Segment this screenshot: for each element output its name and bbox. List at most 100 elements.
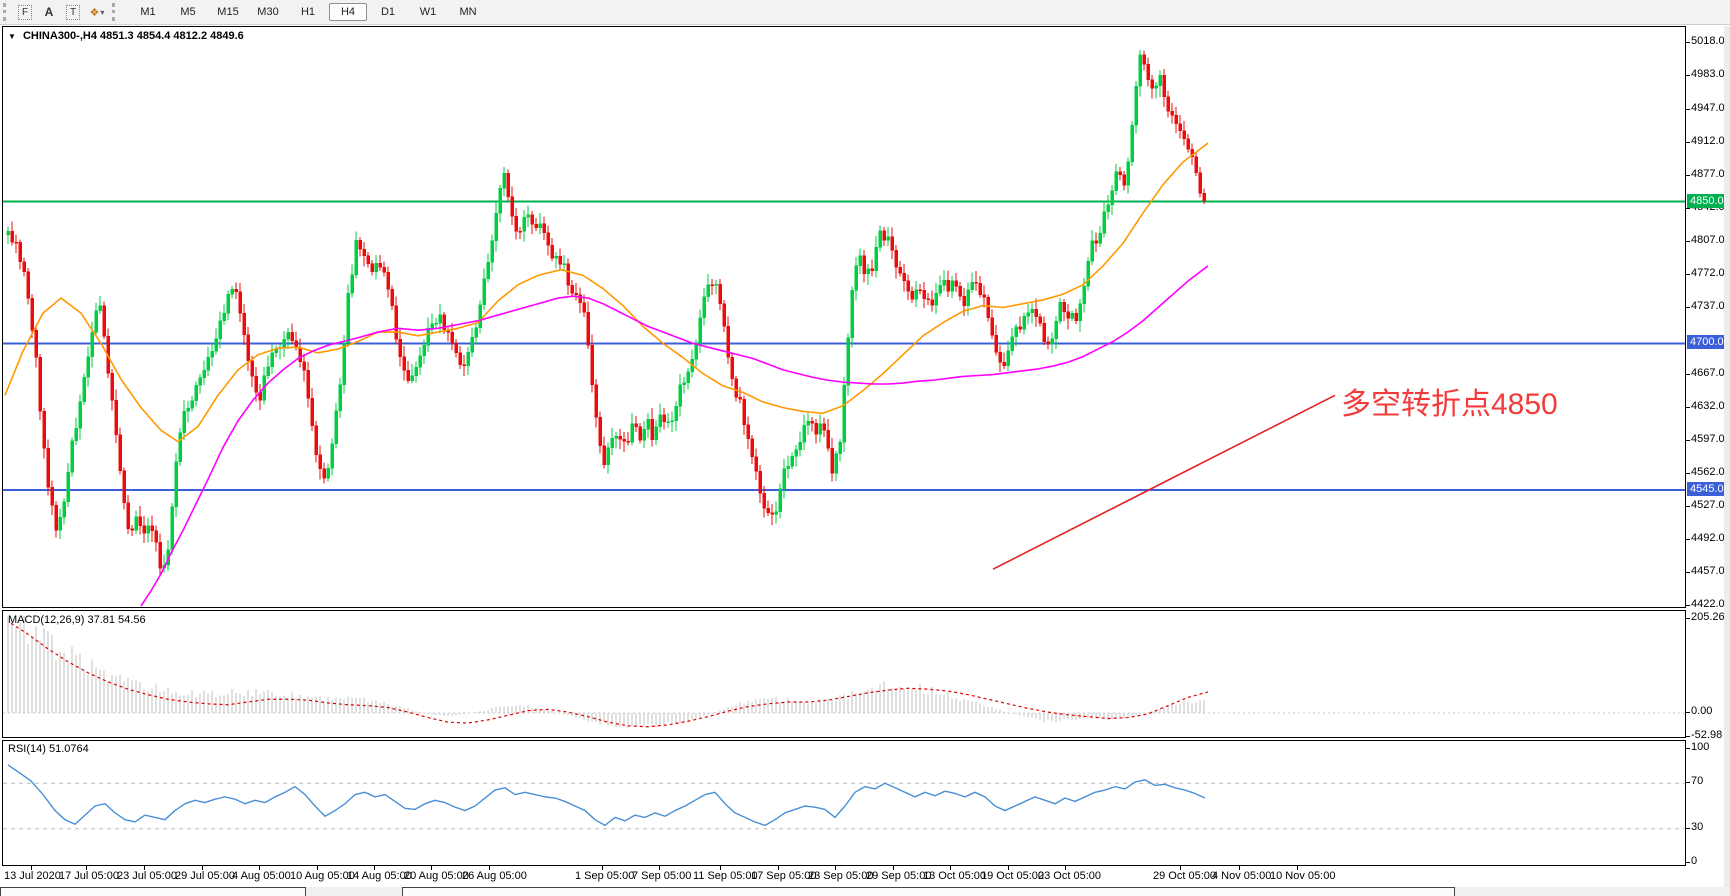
time-label: 23 Jul 05:00 (117, 870, 177, 882)
price-tick (1686, 307, 1690, 309)
timeframe-button-m5[interactable]: M5 (180, 6, 196, 18)
chart-ohlc-values: 4851.3 4854.4 4812.2 4849.6 (100, 30, 244, 42)
time-tick (374, 866, 375, 870)
time-label: 11 Sep 05:00 (693, 870, 758, 882)
timeframe-button-mn[interactable]: MN (459, 6, 477, 18)
rsi-panel[interactable] (2, 740, 1686, 866)
macd-signal-line (10, 622, 1209, 728)
bottom-strip-box (0, 887, 306, 896)
time-tick (317, 866, 318, 870)
trendline (992, 394, 1336, 570)
price-tick (1686, 208, 1690, 210)
price-tick-label: 4807.0 (1691, 234, 1725, 247)
rsi-tick (1686, 748, 1690, 749)
price-tick (1686, 109, 1690, 111)
bottom-strip (0, 887, 1730, 896)
timeframes-grip[interactable] (112, 3, 119, 21)
rsi-label: RSI(14) 51.0764 (8, 743, 89, 755)
price-tick-label: 4947.0 (1691, 102, 1725, 115)
time-tick (31, 866, 32, 870)
shapes-tool-icon[interactable]: ❖ ▾ (89, 6, 105, 19)
price-tick-label: 4632.0 (1691, 399, 1725, 412)
rsi-tick-label: 30 (1691, 820, 1704, 833)
rsi-line (7, 764, 1206, 827)
time-tick (431, 866, 432, 870)
time-tick (489, 866, 490, 870)
price-tick (1686, 42, 1690, 43)
timeframe-button-m15[interactable]: M15 (217, 6, 239, 18)
chart-title-caret-icon[interactable]: ▼ (8, 32, 16, 41)
time-label: 13 Oct 05:00 (923, 870, 986, 882)
main-chart-panel[interactable] (2, 26, 1686, 608)
candles-layer (6, 49, 1206, 575)
price-tick-label: 4912.0 (1691, 135, 1725, 148)
timeframe-button-m30[interactable]: M30 (257, 6, 279, 18)
right-edge-strip (1724, 26, 1730, 887)
rsi-tick (1686, 827, 1690, 829)
chart-symbol-label: CHINA300-,H4 (22, 30, 97, 42)
time-tick (1180, 866, 1181, 870)
toolbar-grip[interactable] (3, 3, 10, 21)
time-label: 7 Sep 05:00 (632, 870, 692, 882)
time-label: 29 Jul 05:00 (175, 870, 235, 882)
timeframe-button-h4[interactable]: H4 (329, 3, 367, 21)
price-tick-label: 4492.0 (1691, 531, 1725, 544)
price-tick (1686, 439, 1690, 441)
macd-histogram (7, 615, 1205, 729)
price-tick-label: 4422.0 (1691, 598, 1725, 610)
price-level-badge: 4545.0 (1687, 481, 1730, 496)
dropdown-caret-icon[interactable]: ▾ (100, 7, 105, 17)
timeframe-button-w1[interactable]: W1 (419, 6, 437, 18)
time-tick (1239, 866, 1240, 870)
price-tick (1686, 406, 1690, 408)
macd-tick (1686, 617, 1690, 619)
drawing-tools-group: F A T ❖ ▾ (13, 2, 109, 22)
text-label-tool-icon[interactable]: A (44, 5, 54, 19)
time-label: 29 Oct 05:00 (1153, 870, 1216, 882)
price-tick-label: 5018.0 (1691, 35, 1725, 47)
time-tick (950, 866, 951, 870)
time-tick (659, 866, 660, 870)
price-tick (1686, 571, 1690, 573)
time-label: 17 Sep 05:00 (751, 870, 817, 882)
time-tick (778, 866, 779, 870)
price-tick-label: 4457.0 (1691, 564, 1725, 577)
price-tick (1686, 75, 1690, 77)
macd-label: MACD(12,26,9) 37.81 54.56 (8, 614, 146, 626)
text-box-tool-icon[interactable]: T (62, 2, 84, 22)
turning-point-annotation[interactable]: 多空转折点4850 (1341, 388, 1558, 421)
timeframe-button-h1[interactable]: H1 (300, 6, 316, 18)
chart-foreground-tool-icon[interactable]: F (14, 2, 36, 22)
rsi-tick (1686, 862, 1690, 863)
time-axis[interactable]: 13 Jul 2020 17 Jul 05:00 23 Jul 05:00 29 Ju… (0, 866, 1730, 886)
price-tick (1686, 538, 1690, 540)
price-tick-label: 4597.0 (1691, 432, 1725, 445)
macd-panel[interactable] (2, 610, 1686, 738)
time-label: 10 Nov 05:00 (1270, 870, 1336, 882)
timeframe-button-m1[interactable]: M1 (140, 6, 156, 18)
price-tick-label: 4877.0 (1691, 168, 1725, 181)
main-chart-canvas[interactable] (3, 27, 1685, 607)
price-tick-label: 4737.0 (1691, 300, 1725, 313)
time-tick (1297, 866, 1298, 870)
time-tick (835, 866, 836, 870)
ma-orange-line (4, 142, 1209, 443)
time-label: 20 Aug 05:00 (404, 870, 469, 882)
time-tick (86, 866, 87, 870)
time-label: 14 Aug 05:00 (347, 870, 412, 882)
price-tick-label: 4983.0 (1691, 68, 1725, 81)
time-tick (602, 866, 603, 870)
rsi-tick-label: 0 (1691, 855, 1698, 867)
rsi-canvas[interactable] (3, 741, 1685, 865)
time-label: 10 Aug 05:00 (290, 870, 355, 882)
macd-tick-label: -52.98 (1691, 729, 1723, 742)
timeframe-button-d1[interactable]: D1 (380, 6, 396, 18)
time-tick (1065, 866, 1066, 870)
price-tick-label: 4527.0 (1691, 498, 1725, 511)
macd-canvas[interactable] (3, 611, 1685, 737)
bottom-strip-box (402, 887, 1455, 896)
time-label: 13 Jul 2020 (4, 870, 61, 882)
time-label: 1 Sep 05:00 (575, 870, 635, 882)
price-tick (1686, 505, 1690, 507)
